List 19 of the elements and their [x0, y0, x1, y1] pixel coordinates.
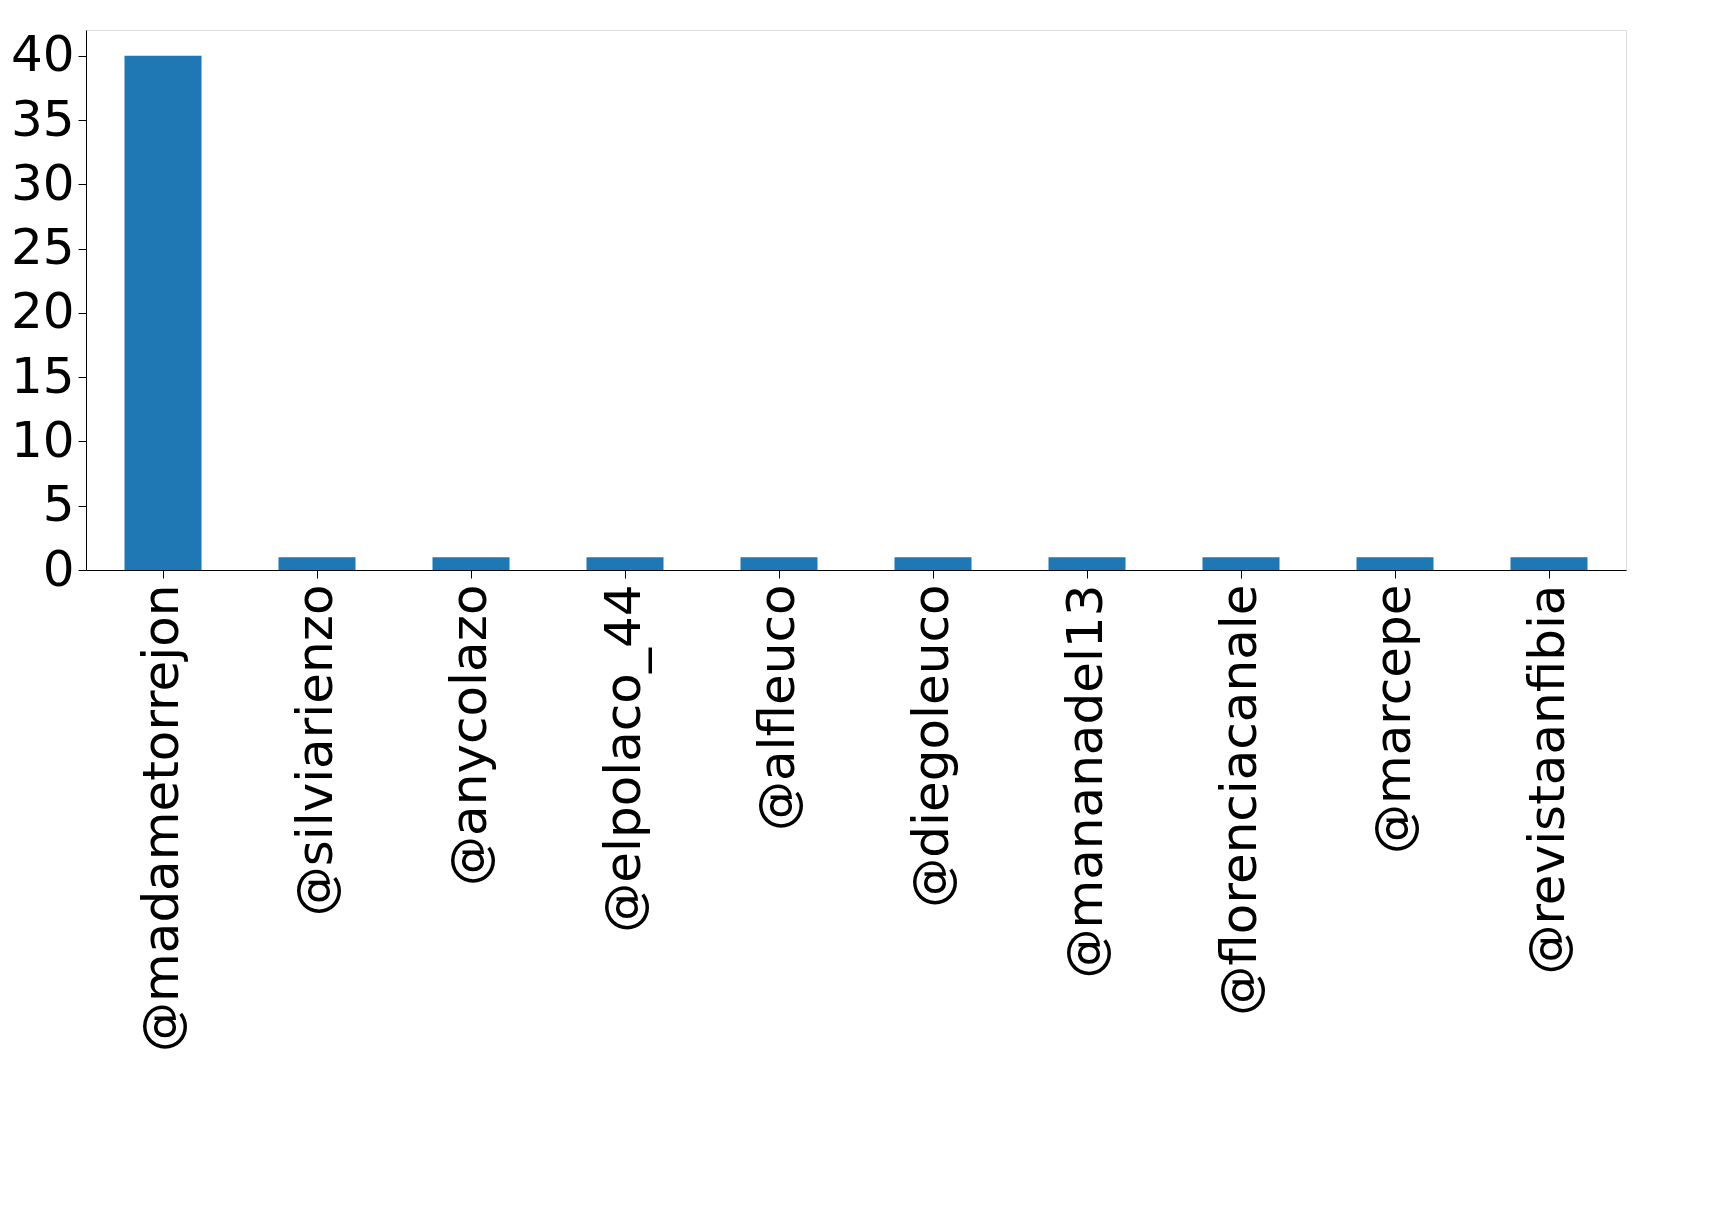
y-tick-label: 40 — [10, 25, 75, 84]
x-tick-label: @silviarienzo — [286, 584, 344, 917]
x-tick-label: @madametorrejon — [132, 584, 190, 1052]
x-tick-label: @marcepe — [1364, 584, 1422, 855]
y-tick-label: 10 — [10, 410, 75, 469]
y-tick-label: 20 — [10, 282, 75, 341]
x-tick-label: @diegoleuco — [902, 584, 960, 908]
y-tick-label: 5 — [42, 475, 75, 534]
y-tick-label: 30 — [10, 153, 75, 212]
x-tick-label: @elpolaco_44 — [594, 584, 652, 933]
y-tick-label: 0 — [42, 539, 75, 598]
x-tick-label: @anycolazo — [440, 584, 498, 886]
y-tick-label: 35 — [10, 89, 75, 148]
y-tick-label: 15 — [10, 346, 75, 405]
x-tick-label: @florenciacanale — [1210, 584, 1268, 1016]
x-tick-label: @mananadel13 — [1056, 584, 1114, 979]
y-tick-label: 25 — [10, 218, 75, 277]
x-tick-label: @alfleuco — [748, 584, 806, 832]
x-tick-label: @revistaanfibia — [1518, 584, 1576, 975]
